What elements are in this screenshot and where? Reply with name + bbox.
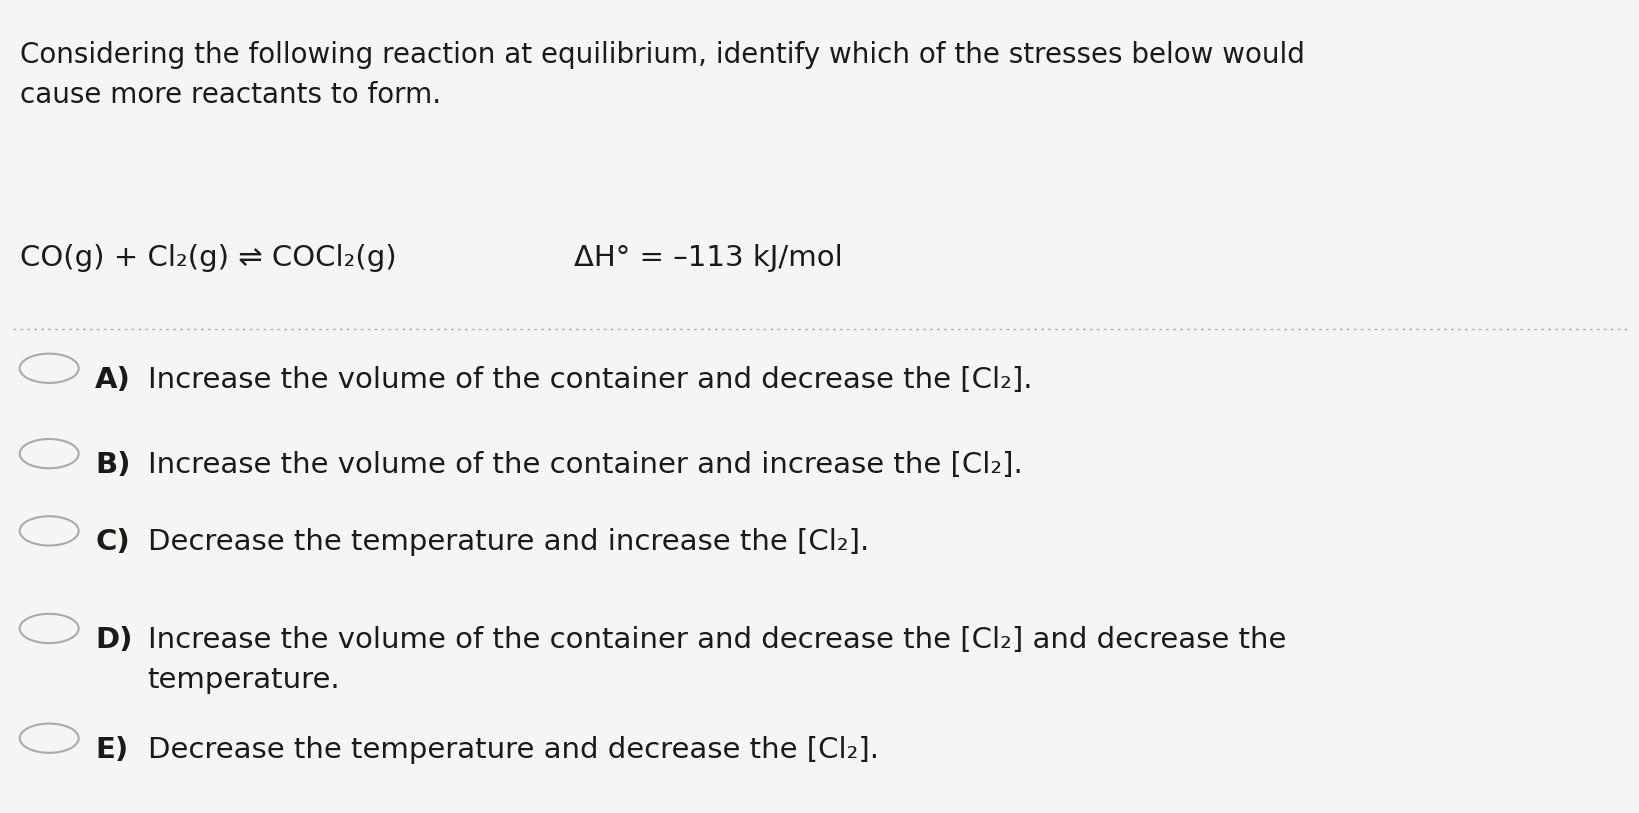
Text: ΔH° = –113 kJ/mol: ΔH° = –113 kJ/mol (574, 244, 842, 272)
Text: Increase the volume of the container and decrease the [Cl₂] and decrease the
tem: Increase the volume of the container and… (148, 626, 1287, 694)
Text: A): A) (95, 366, 131, 393)
Text: Increase the volume of the container and increase the [Cl₂].: Increase the volume of the container and… (148, 451, 1023, 479)
Text: Considering the following reaction at equilibrium, identify which of the stresse: Considering the following reaction at eq… (20, 41, 1305, 109)
Text: Increase the volume of the container and decrease the [Cl₂].: Increase the volume of the container and… (148, 366, 1033, 393)
Text: Decrease the temperature and increase the [Cl₂].: Decrease the temperature and increase th… (148, 528, 869, 556)
Text: B): B) (95, 451, 131, 479)
Text: CO(g) + Cl₂(g) ⇌ COCl₂(g): CO(g) + Cl₂(g) ⇌ COCl₂(g) (20, 244, 397, 272)
Text: C): C) (95, 528, 129, 556)
Text: Decrease the temperature and decrease the [Cl₂].: Decrease the temperature and decrease th… (148, 736, 879, 763)
Text: E): E) (95, 736, 128, 763)
Text: D): D) (95, 626, 133, 654)
